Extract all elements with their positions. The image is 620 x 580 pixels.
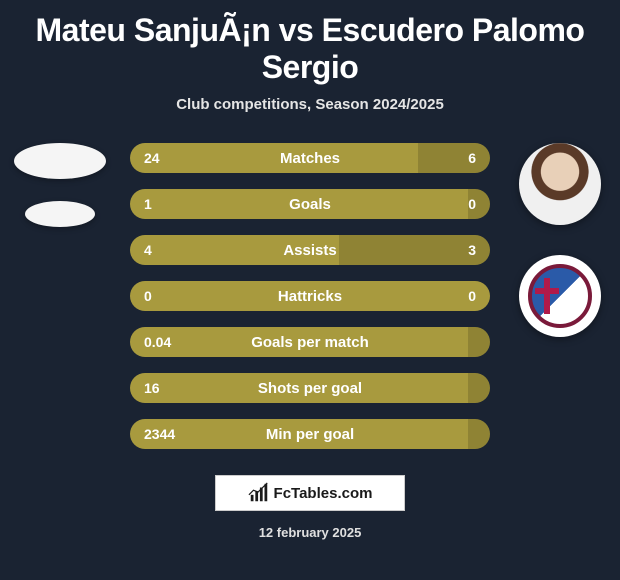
stat-row: 24Matches6 [130, 143, 490, 173]
stat-label: Matches [130, 150, 490, 167]
stat-bars: 24Matches61Goals04Assists30Hattricks00.0… [130, 143, 490, 449]
stat-row: 1Goals0 [130, 189, 490, 219]
stat-value-right: 0 [468, 288, 476, 304]
stat-row: 4Assists3 [130, 235, 490, 265]
stat-value-right: 3 [468, 242, 476, 258]
left-badge-1 [14, 143, 106, 179]
stat-label: Shots per goal [130, 380, 490, 397]
stat-row: 0Hattricks0 [130, 281, 490, 311]
subtitle: Club competitions, Season 2024/2025 [0, 96, 620, 113]
club-badge [519, 255, 601, 337]
stat-label: Goals per match [130, 334, 490, 351]
footer-brand[interactable]: FcTables.com [215, 475, 405, 511]
stat-value-right: 0 [468, 196, 476, 212]
chart-icon [248, 482, 270, 504]
stat-row: 2344Min per goal [130, 419, 490, 449]
footer-brand-text: FcTables.com [274, 485, 373, 502]
left-badge-2 [25, 201, 95, 227]
player-photo [519, 143, 601, 225]
right-player-badges [510, 143, 610, 337]
page-title: Mateu SanjuÃ¡n vs Escudero Palomo Sergio [0, 0, 620, 86]
stats-area: 24Matches61Goals04Assists30Hattricks00.0… [0, 143, 620, 449]
stat-label: Min per goal [130, 426, 490, 443]
date-label: 12 february 2025 [0, 525, 620, 540]
stat-row: 16Shots per goal [130, 373, 490, 403]
stat-value-right: 6 [468, 150, 476, 166]
stat-label: Assists [130, 242, 490, 259]
stat-label: Goals [130, 196, 490, 213]
left-player-badges [10, 143, 110, 227]
club-badge-inner [528, 264, 592, 328]
stat-label: Hattricks [130, 288, 490, 305]
stat-row: 0.04Goals per match [130, 327, 490, 357]
